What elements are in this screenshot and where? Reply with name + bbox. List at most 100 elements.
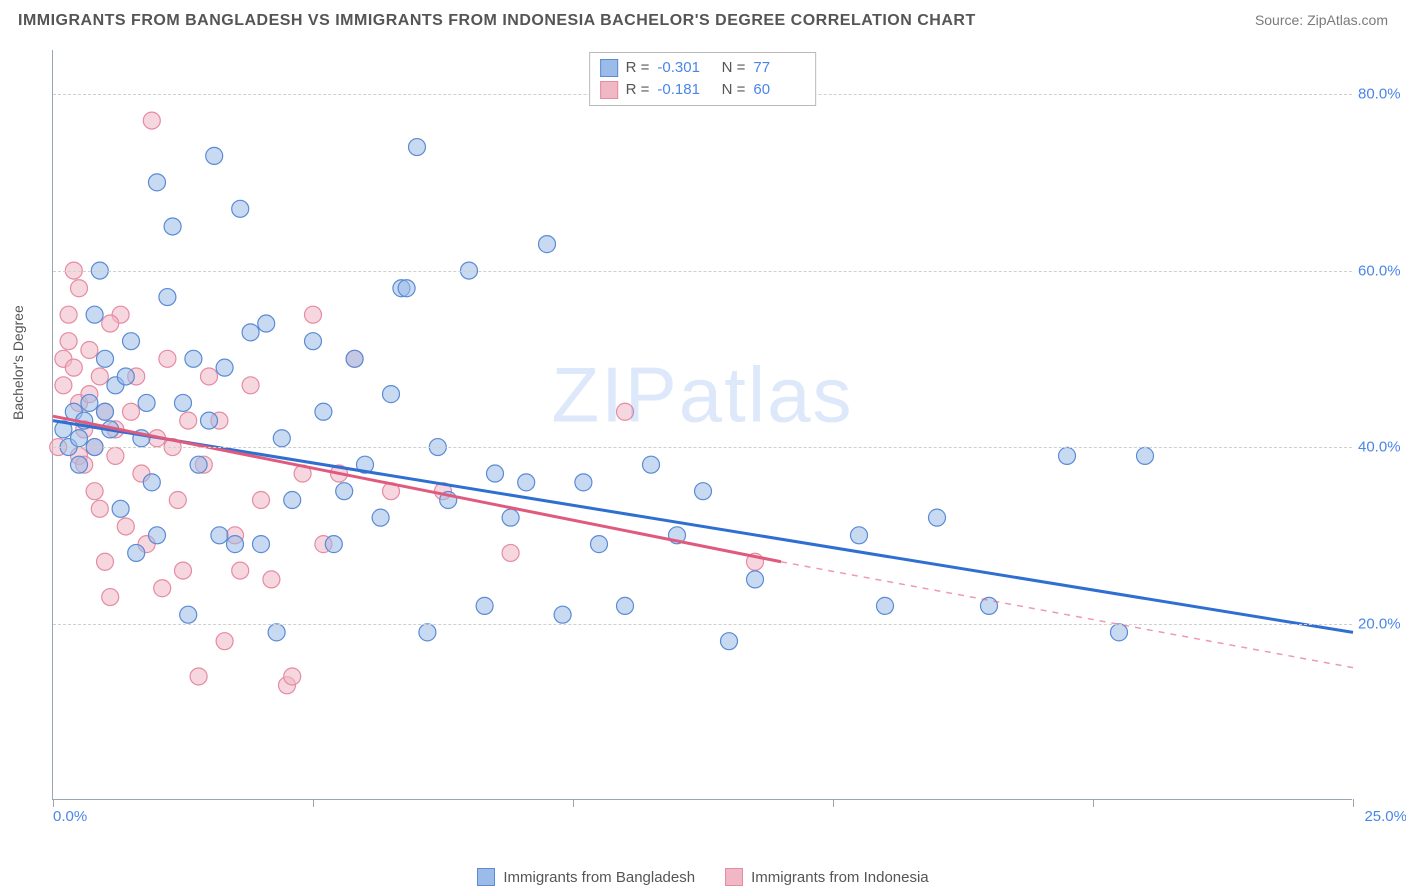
data-point	[851, 527, 868, 544]
data-point	[175, 394, 192, 411]
data-point	[86, 306, 103, 323]
data-point	[180, 412, 197, 429]
data-point	[268, 624, 285, 641]
data-point	[253, 536, 270, 553]
legend-series-item: Immigrants from Bangladesh	[477, 868, 695, 886]
data-point	[253, 492, 270, 509]
data-point	[81, 394, 98, 411]
data-point	[273, 430, 290, 447]
chart-plot-area: ZIPatlas R = -0.301 N = 77R = -0.181 N =…	[52, 50, 1352, 800]
data-point	[216, 633, 233, 650]
data-point	[258, 315, 275, 332]
y-tick-label: 60.0%	[1358, 262, 1406, 279]
y-tick-label: 20.0%	[1358, 615, 1406, 632]
trend-line	[53, 421, 1353, 633]
y-tick-label: 40.0%	[1358, 439, 1406, 456]
legend-swatch	[477, 868, 495, 886]
x-tick-label: 25.0%	[1364, 808, 1406, 825]
data-point	[476, 597, 493, 614]
legend-n-value: 77	[753, 57, 805, 79]
data-point	[216, 359, 233, 376]
data-point	[97, 350, 114, 367]
data-point	[284, 492, 301, 509]
data-point	[86, 483, 103, 500]
data-point	[284, 668, 301, 685]
scatter-svg	[53, 50, 1352, 799]
legend-swatch	[600, 81, 618, 99]
legend-series-item: Immigrants from Indonesia	[725, 868, 929, 886]
legend-swatch	[725, 868, 743, 886]
data-point	[617, 403, 634, 420]
data-point	[502, 544, 519, 561]
x-tick	[313, 799, 314, 807]
data-point	[102, 589, 119, 606]
data-point	[117, 368, 134, 385]
x-tick	[1093, 799, 1094, 807]
data-point	[232, 562, 249, 579]
data-point	[695, 483, 712, 500]
legend-series-label: Immigrants from Bangladesh	[503, 869, 695, 886]
x-tick	[53, 799, 54, 807]
data-point	[242, 324, 259, 341]
data-point	[721, 633, 738, 650]
source-attribution: Source: ZipAtlas.com	[1255, 12, 1388, 28]
x-tick	[573, 799, 574, 807]
data-point	[190, 668, 207, 685]
x-tick	[833, 799, 834, 807]
legend-swatch	[600, 59, 618, 77]
data-point	[201, 412, 218, 429]
data-point	[643, 456, 660, 473]
gridline	[53, 271, 1352, 272]
gridline	[53, 447, 1352, 448]
data-point	[97, 553, 114, 570]
data-point	[747, 571, 764, 588]
data-point	[71, 430, 88, 447]
data-point	[383, 386, 400, 403]
y-tick-label: 80.0%	[1358, 86, 1406, 103]
data-point	[305, 306, 322, 323]
data-point	[539, 236, 556, 253]
data-point	[60, 333, 77, 350]
series-legend: Immigrants from Bangladesh Immigrants fro…	[0, 868, 1406, 886]
data-point	[91, 368, 108, 385]
data-point	[929, 509, 946, 526]
data-point	[128, 544, 145, 561]
data-point	[81, 342, 98, 359]
data-point	[325, 536, 342, 553]
data-point	[575, 474, 592, 491]
legend-series-label: Immigrants from Indonesia	[751, 869, 929, 886]
legend-n-label: N =	[717, 57, 745, 79]
data-point	[242, 377, 259, 394]
data-point	[102, 315, 119, 332]
data-point	[211, 527, 228, 544]
data-point	[138, 394, 155, 411]
legend-correlation-row: R = -0.301 N = 77	[600, 57, 806, 79]
data-point	[123, 403, 140, 420]
data-point	[71, 280, 88, 297]
legend-r-label: R =	[626, 57, 650, 79]
data-point	[419, 624, 436, 641]
data-point	[154, 580, 171, 597]
data-point	[185, 350, 202, 367]
chart-title: IMMIGRANTS FROM BANGLADESH VS IMMIGRANTS…	[18, 12, 976, 30]
data-point	[117, 518, 134, 535]
data-point	[1059, 447, 1076, 464]
data-point	[346, 350, 363, 367]
data-point	[206, 147, 223, 164]
data-point	[372, 509, 389, 526]
data-point	[336, 483, 353, 500]
data-point	[409, 139, 426, 156]
data-point	[180, 606, 197, 623]
data-point	[169, 492, 186, 509]
data-point	[97, 403, 114, 420]
x-tick-label: 0.0%	[53, 808, 87, 825]
data-point	[107, 447, 124, 464]
data-point	[227, 536, 244, 553]
data-point	[65, 359, 82, 376]
legend-correlation-row: R = -0.181 N = 60	[600, 79, 806, 101]
data-point	[55, 377, 72, 394]
legend-r-value: -0.301	[657, 57, 709, 79]
data-point	[1137, 447, 1154, 464]
data-point	[60, 306, 77, 323]
legend-r-label: R =	[626, 79, 650, 101]
